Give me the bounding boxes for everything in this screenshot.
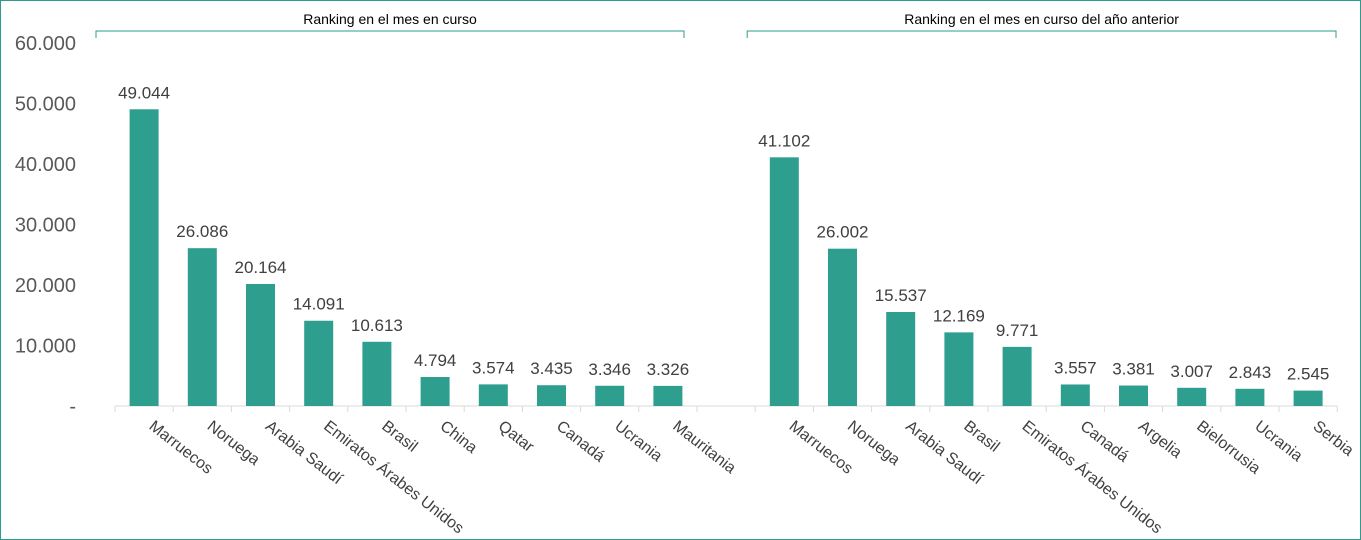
bar	[828, 248, 857, 406]
bar	[1177, 387, 1207, 406]
y-tick-label: 20.000	[15, 275, 76, 297]
bar	[1060, 384, 1090, 406]
group-title: Ranking en el mes en curso del año anter…	[904, 11, 1179, 27]
bar	[420, 376, 450, 406]
data-label: 3.326	[647, 360, 690, 379]
category-label: Canadá	[1077, 418, 1132, 466]
y-tick-label: 30.000	[15, 215, 76, 237]
category-label: Serbia	[1310, 418, 1357, 460]
category-label: Qatar	[495, 418, 538, 456]
group-bracket	[95, 30, 685, 38]
data-label: 2.843	[1229, 363, 1272, 382]
y-tick-label: 10.000	[15, 336, 76, 358]
category-label: Brasil	[960, 418, 1002, 456]
y-tick-label: 50.000	[15, 94, 76, 116]
data-label: 9.771	[996, 321, 1039, 340]
data-label: 3.557	[1054, 358, 1097, 377]
bar	[653, 385, 683, 406]
data-label: 3.574	[472, 358, 515, 377]
bar	[886, 312, 916, 406]
data-label: 15.537	[875, 286, 927, 305]
bar	[1293, 390, 1323, 406]
category-label: China	[437, 418, 480, 457]
data-label: 26.086	[176, 222, 228, 241]
data-label: 3.381	[1112, 360, 1155, 379]
data-label: 14.091	[293, 295, 345, 314]
bar	[769, 157, 799, 406]
bar	[304, 320, 334, 406]
data-label: 20.164	[235, 258, 287, 277]
category-label: Argelia	[1135, 418, 1185, 462]
group-title: Ranking en el mes en curso	[303, 11, 477, 27]
y-tick-label: 60.000	[15, 33, 76, 55]
data-label: 4.794	[414, 351, 457, 370]
data-label: 12.169	[933, 306, 985, 325]
bar	[1002, 346, 1032, 406]
data-label: 41.102	[758, 131, 810, 150]
data-label: 26.002	[817, 223, 869, 242]
bar	[1235, 388, 1265, 406]
data-label: 3.007	[1170, 362, 1213, 381]
y-tick-label: 40.000	[15, 154, 76, 176]
bar	[187, 248, 217, 406]
bar	[595, 385, 625, 406]
category-label: Marruecos	[786, 418, 856, 478]
bar	[478, 384, 508, 406]
bar	[537, 385, 566, 406]
category-label: Ucrania	[611, 418, 665, 465]
bar	[944, 332, 974, 406]
category-label: Brasil	[378, 418, 420, 456]
bar	[129, 109, 159, 406]
data-label: 3.346	[588, 360, 631, 379]
category-label: Marruecos	[146, 418, 216, 478]
group-bracket	[746, 30, 1337, 38]
bar	[246, 284, 275, 406]
y-tick-label: -	[69, 396, 76, 418]
bar	[1119, 385, 1148, 406]
data-label: 3.435	[530, 359, 573, 378]
category-label: Ucrania	[1251, 418, 1305, 465]
data-label: 49.044	[118, 83, 170, 102]
category-label: Mauritania	[669, 418, 738, 477]
category-label: Bielorrusia	[1193, 418, 1263, 478]
bar	[362, 341, 392, 406]
data-label: 10.613	[351, 316, 403, 335]
category-label: Canadá	[553, 418, 608, 466]
data-label: 2.545	[1287, 365, 1330, 384]
